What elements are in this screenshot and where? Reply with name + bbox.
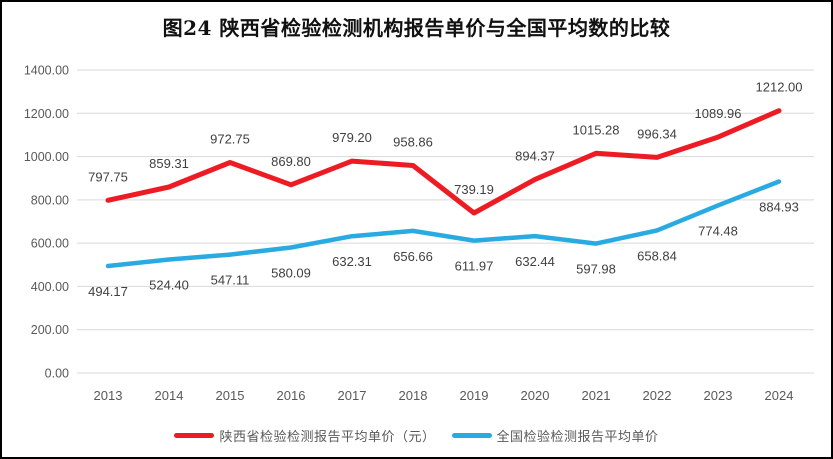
x-tick-label: 2019 (460, 388, 489, 403)
data-label: 894.37 (515, 148, 555, 163)
y-tick-label: 400.00 (31, 280, 69, 294)
legend-label-national: 全国检验检测报告平均单价 (496, 429, 659, 444)
x-tick-label: 2022 (643, 388, 672, 403)
x-tick-label: 2020 (521, 388, 550, 403)
y-tick-label: 1400.00 (24, 64, 69, 78)
y-tick-label: 200.00 (31, 323, 69, 337)
data-label: 774.48 (698, 223, 738, 238)
data-label: 859.31 (149, 156, 189, 171)
y-tick-label: 600.00 (31, 237, 69, 251)
legend-swatch-national (451, 433, 492, 438)
data-label: 580.09 (271, 265, 311, 280)
x-tick-label: 2018 (399, 388, 428, 403)
data-label: 658.84 (637, 248, 677, 263)
x-tick-label: 2023 (704, 388, 733, 403)
data-label: 494.17 (88, 284, 128, 299)
data-label: 1212.00 (756, 80, 803, 95)
x-tick-label: 2013 (94, 388, 123, 403)
series-line-0 (105, 108, 782, 216)
x-tick-label: 2014 (155, 388, 184, 403)
legend-label-shaanxi: 陕西省检验检测报告平均单价（元） (219, 429, 436, 444)
data-label: 632.31 (332, 254, 372, 269)
data-label: 797.75 (88, 169, 128, 184)
legend: 陕西省检验检测报告平均单价（元） 全国检验检测报告平均单价 (2, 426, 831, 445)
data-label: 1089.96 (695, 106, 742, 121)
data-label: 632.44 (515, 254, 555, 269)
data-label: 869.80 (271, 154, 311, 169)
data-label: 972.75 (210, 131, 250, 146)
data-label: 884.93 (759, 199, 799, 214)
data-label: 979.20 (332, 130, 372, 145)
data-label: 958.86 (393, 134, 433, 149)
series-line-1 (105, 179, 782, 269)
x-tick-label: 2016 (277, 388, 306, 403)
x-tick-label: 2017 (338, 388, 367, 403)
legend-item-national: 全国检验检测报告平均单价 (451, 426, 659, 445)
legend-swatch-shaanxi (174, 433, 215, 438)
chart-title: 图24 陕西省检验检测机构报告单价与全国平均数的比较 (162, 16, 671, 40)
data-label: 547.11 (211, 273, 250, 288)
data-label: 739.19 (454, 182, 494, 197)
y-tick-label: 1000.00 (24, 150, 69, 164)
data-label: 1015.28 (573, 122, 620, 137)
x-tick-label: 2015 (216, 388, 245, 403)
data-label: 524.40 (149, 278, 189, 293)
x-tick-label: 2024 (765, 388, 794, 403)
legend-item-shaanxi: 陕西省检验检测报告平均单价（元） (174, 426, 435, 445)
data-label: 611.97 (455, 259, 494, 274)
y-tick-label: 0.00 (45, 367, 69, 381)
y-tick-label: 1200.00 (24, 107, 69, 121)
x-tick-label: 2021 (582, 388, 611, 403)
data-label: 656.66 (393, 249, 433, 264)
data-label: 996.34 (637, 126, 677, 141)
y-tick-label: 800.00 (31, 193, 69, 207)
data-label: 597.98 (576, 262, 616, 277)
